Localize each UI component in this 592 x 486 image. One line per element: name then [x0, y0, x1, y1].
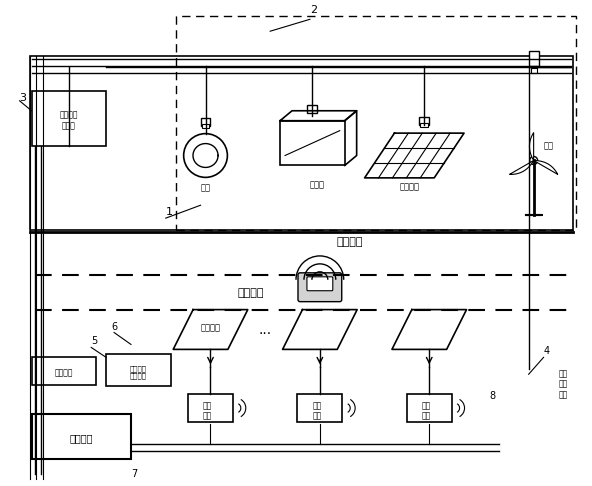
- Text: 4: 4: [543, 347, 550, 356]
- FancyBboxPatch shape: [419, 117, 429, 125]
- Text: 7: 7: [131, 469, 137, 479]
- FancyBboxPatch shape: [280, 121, 345, 165]
- Text: 8: 8: [489, 391, 495, 401]
- Polygon shape: [533, 160, 558, 174]
- Polygon shape: [529, 133, 533, 160]
- Circle shape: [530, 156, 538, 164]
- FancyBboxPatch shape: [529, 51, 539, 66]
- Text: 匹配电路: 匹配电路: [54, 369, 73, 378]
- Text: 电网: 电网: [201, 183, 211, 192]
- FancyBboxPatch shape: [407, 394, 452, 422]
- FancyBboxPatch shape: [201, 123, 210, 128]
- FancyBboxPatch shape: [201, 118, 211, 126]
- FancyBboxPatch shape: [31, 357, 96, 385]
- Text: ...: ...: [259, 323, 272, 336]
- Text: 1: 1: [166, 207, 173, 217]
- FancyBboxPatch shape: [298, 273, 342, 302]
- FancyBboxPatch shape: [106, 354, 170, 386]
- Text: 共用可调
谐谐电容: 共用可调 谐谐电容: [130, 365, 147, 380]
- FancyBboxPatch shape: [530, 68, 536, 73]
- FancyBboxPatch shape: [420, 123, 428, 127]
- Polygon shape: [510, 160, 533, 174]
- FancyBboxPatch shape: [307, 277, 333, 291]
- Text: 发射线圈: 发射线圈: [201, 323, 220, 332]
- Text: 配电总线: 配电总线: [336, 237, 363, 247]
- Text: 风机: 风机: [543, 141, 554, 150]
- Text: 射频
识别: 射频 识别: [203, 401, 212, 421]
- Text: 6: 6: [111, 322, 117, 331]
- Text: 射频
识别: 射频 识别: [422, 401, 431, 421]
- Text: 蝑电池: 蝑电池: [310, 180, 325, 190]
- FancyBboxPatch shape: [298, 394, 342, 422]
- FancyBboxPatch shape: [31, 414, 131, 459]
- Text: 5: 5: [91, 336, 98, 347]
- FancyBboxPatch shape: [188, 394, 233, 422]
- Text: 高频
交流
母线: 高频 交流 母线: [558, 369, 568, 399]
- Text: 控制系统: 控制系统: [69, 434, 93, 443]
- Text: 射频
识别: 射频 识别: [312, 401, 321, 421]
- Text: 2: 2: [310, 5, 317, 16]
- Text: 3: 3: [20, 93, 27, 103]
- FancyBboxPatch shape: [307, 105, 317, 113]
- Text: 行车道路: 行车道路: [237, 288, 263, 298]
- Text: 光伏阵列: 光伏阵列: [400, 183, 419, 192]
- Text: 多道高频
逆变器: 多道高频 逆变器: [60, 110, 78, 130]
